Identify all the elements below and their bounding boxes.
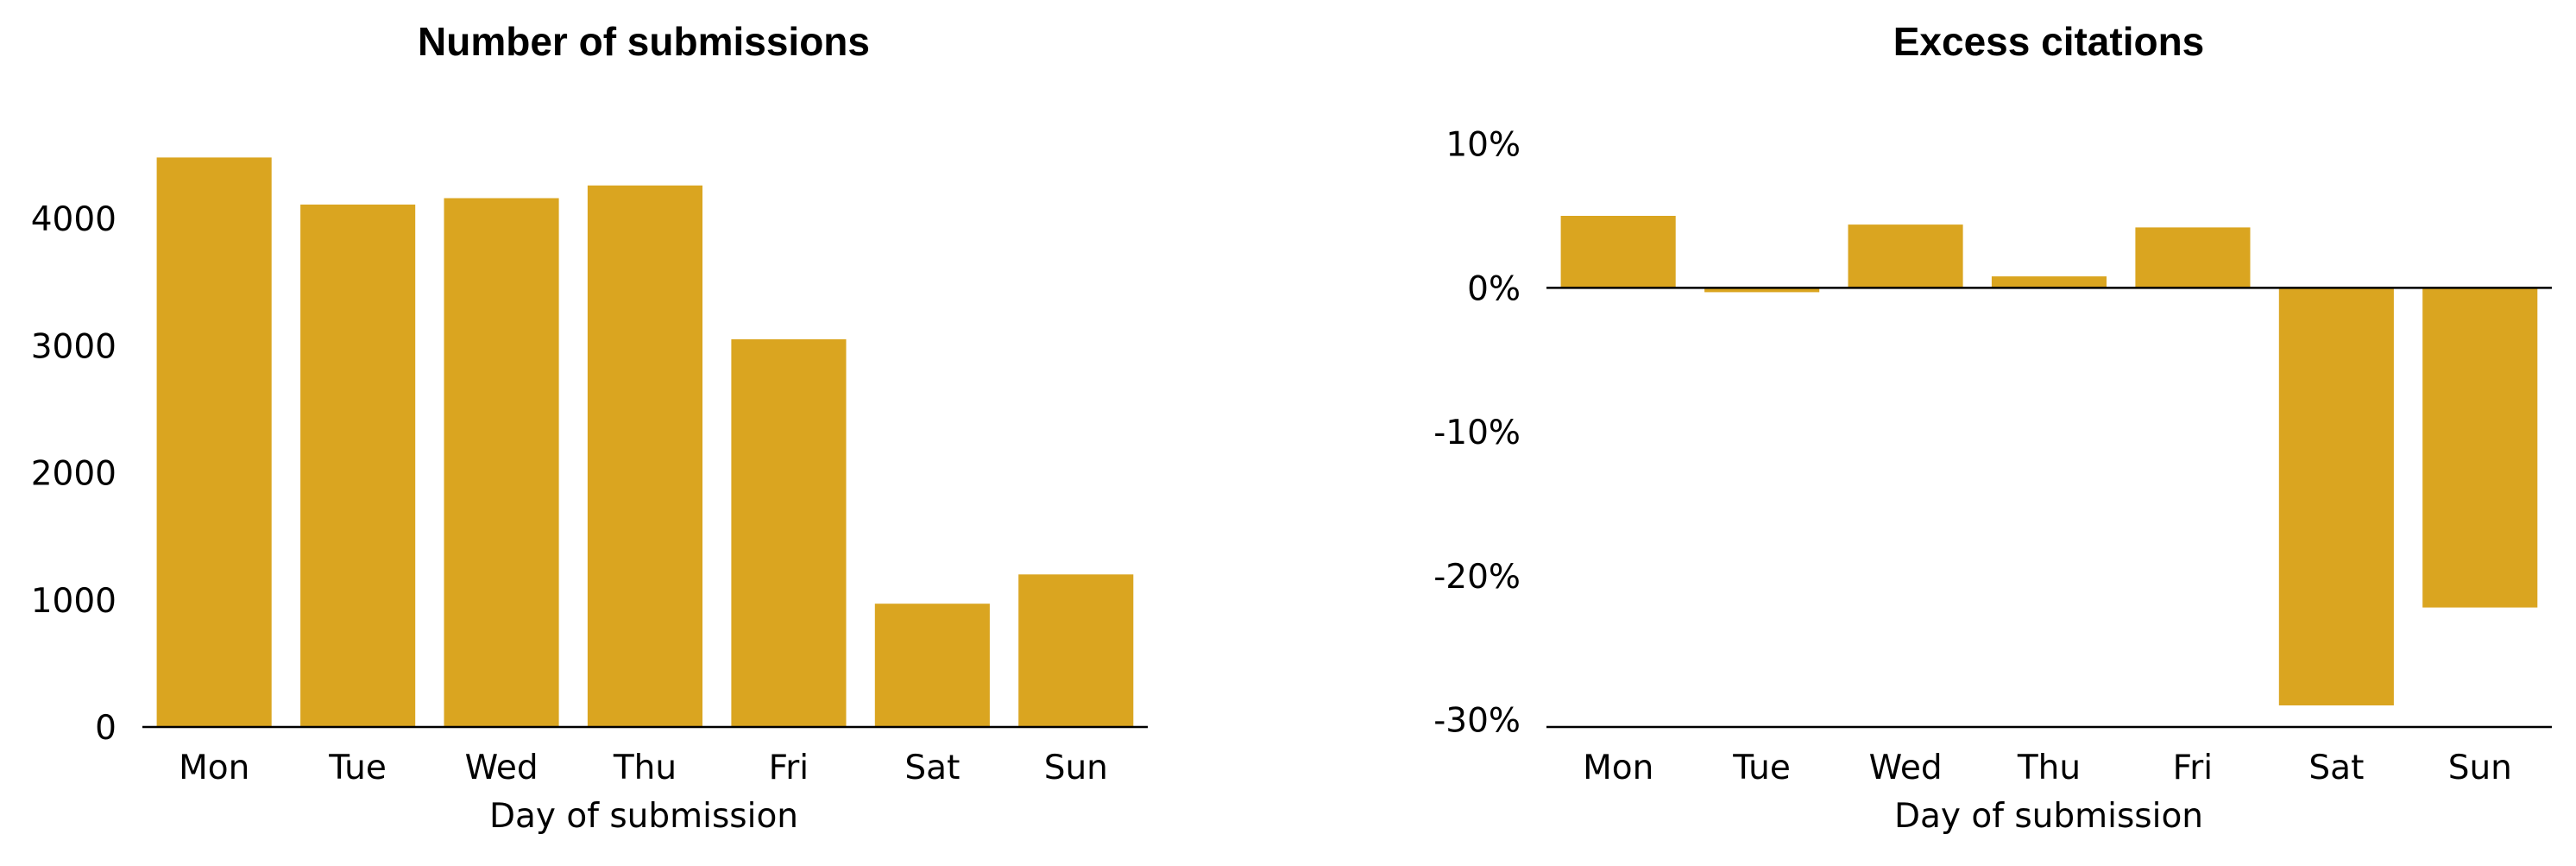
excess-citations-title: Excess citations: [1893, 19, 2205, 64]
submissions-bar-tue: [300, 204, 416, 727]
submissions-xtick-tue: Tue: [328, 749, 387, 787]
excess-citations-xtick-mon: Mon: [1583, 749, 1653, 787]
excess-citations-xtick-tue: Tue: [1732, 749, 1791, 787]
submissions-bar-thu: [587, 185, 702, 728]
excess-citations-xlabel: Day of submission: [1894, 797, 2203, 836]
submissions-panel: Number of submissions Mon Tue Wed Thu Fri Sat S…: [31, 19, 1148, 836]
excess-citations-bar-wed: [1848, 224, 1963, 288]
excess-citations-bar-thu: [1991, 276, 2107, 288]
excess-citations-ytick: -10%: [1433, 414, 1521, 452]
excess-citations-xtick-wed: Wed: [1869, 749, 1943, 787]
excess-citations-xtick-thu: Thu: [2017, 749, 2081, 787]
submissions-title: Number of submissions: [418, 19, 870, 64]
excess-citations-ytick: 10%: [1445, 126, 1521, 165]
excess-citations-panel: Excess citations Mon Tue Wed Thu Fri Sat Sun -30…: [1433, 19, 2552, 836]
excess-citations-xtick-fri: Fri: [2173, 749, 2213, 787]
excess-citations-bar-mon: [1560, 216, 1676, 288]
excess-citations-ytick: -20%: [1433, 558, 1521, 597]
excess-citations-xtick-sun: Sun: [2448, 749, 2512, 787]
excess-citations-bar-sun: [2422, 288, 2538, 608]
submissions-ytick: 0: [95, 709, 117, 748]
submissions-xtick-mon: Mon: [179, 749, 249, 787]
submissions-ytick: 4000: [31, 200, 117, 239]
submissions-ytick: 2000: [31, 455, 117, 494]
submissions-ytick: 1000: [31, 582, 117, 621]
submissions-bar-mon: [156, 157, 272, 727]
submissions-bar-fri: [731, 338, 847, 727]
excess-citations-xtick-sat: Sat: [2308, 749, 2364, 787]
excess-citations-bar-sat: [2278, 288, 2394, 705]
submissions-xtick-sat: Sat: [904, 749, 960, 787]
submissions-bar-sun: [1018, 574, 1134, 727]
excess-citations-bar-fri: [2135, 227, 2251, 288]
excess-citations-ytick: -30%: [1433, 702, 1521, 741]
submissions-xtick-fri: Fri: [769, 749, 809, 787]
submissions-xlabel: Day of submission: [489, 797, 798, 836]
submissions-ytick: 3000: [31, 327, 117, 366]
submissions-bar-sat: [874, 604, 990, 727]
submissions-xtick-wed: Wed: [465, 749, 539, 787]
submissions-xtick-sun: Sun: [1044, 749, 1108, 787]
excess-citations-bar-tue: [1704, 288, 1820, 293]
submissions-bar-wed: [444, 198, 559, 727]
submissions-xtick-thu: Thu: [613, 749, 677, 787]
excess-citations-ytick: 0%: [1467, 269, 1521, 308]
